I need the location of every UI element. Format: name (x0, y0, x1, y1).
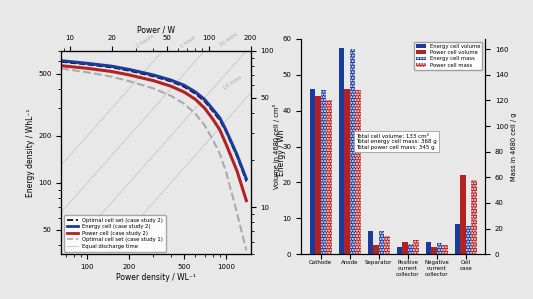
Bar (442, 245, 448, 254)
Bar (315, 96, 320, 254)
Bar (413, 240, 418, 254)
Bar (344, 89, 350, 254)
Text: 2 hours: 2 hours (136, 33, 155, 48)
Bar (460, 175, 466, 254)
Bar (408, 244, 413, 254)
Y-axis label: Energy density / WhL⁻¹: Energy density / WhL⁻¹ (26, 108, 35, 197)
X-axis label: Power / W: Power / W (137, 25, 175, 34)
Bar (373, 245, 378, 254)
Text: 15 mins: 15 mins (223, 74, 243, 91)
Legend: Energy cell volume, Power cell volume, Energy cell mass, Power cell mass: Energy cell volume, Power cell volume, E… (414, 42, 482, 70)
Text: 1 hour: 1 hour (180, 35, 197, 48)
Bar (355, 90, 361, 254)
Y-axis label: Volume in 4680 cell / cm³: Volume in 4680 cell / cm³ (273, 104, 280, 189)
Bar (368, 231, 373, 254)
Bar (466, 226, 471, 254)
Bar (378, 231, 384, 254)
Bar (350, 49, 355, 254)
Y-axis label: Energy / Wh: Energy / Wh (277, 129, 286, 176)
Bar (437, 242, 442, 254)
Bar (455, 224, 460, 254)
X-axis label: Power density / WL⁻¹: Power density / WL⁻¹ (116, 273, 196, 282)
Bar (326, 100, 332, 254)
Bar (310, 89, 315, 254)
Bar (402, 242, 408, 254)
Bar (431, 247, 437, 254)
Legend: Optimal cell set (case study 2), Energy cell (case study 2), Power cell (case st: Optimal cell set (case study 2), Energy … (64, 215, 166, 251)
Bar (425, 242, 431, 254)
Bar (320, 90, 326, 254)
Bar (338, 48, 344, 254)
Text: 30 mins: 30 mins (219, 32, 239, 48)
Y-axis label: Mass in 4680 cell / g: Mass in 4680 cell / g (511, 112, 517, 181)
Bar (397, 247, 402, 254)
Bar (471, 180, 477, 254)
Bar (384, 236, 390, 254)
Text: Total cell volume: 133 cm³
Total energy cell mass: 368 g
Total power cell mass: : Total cell volume: 133 cm³ Total energy … (356, 134, 437, 150)
